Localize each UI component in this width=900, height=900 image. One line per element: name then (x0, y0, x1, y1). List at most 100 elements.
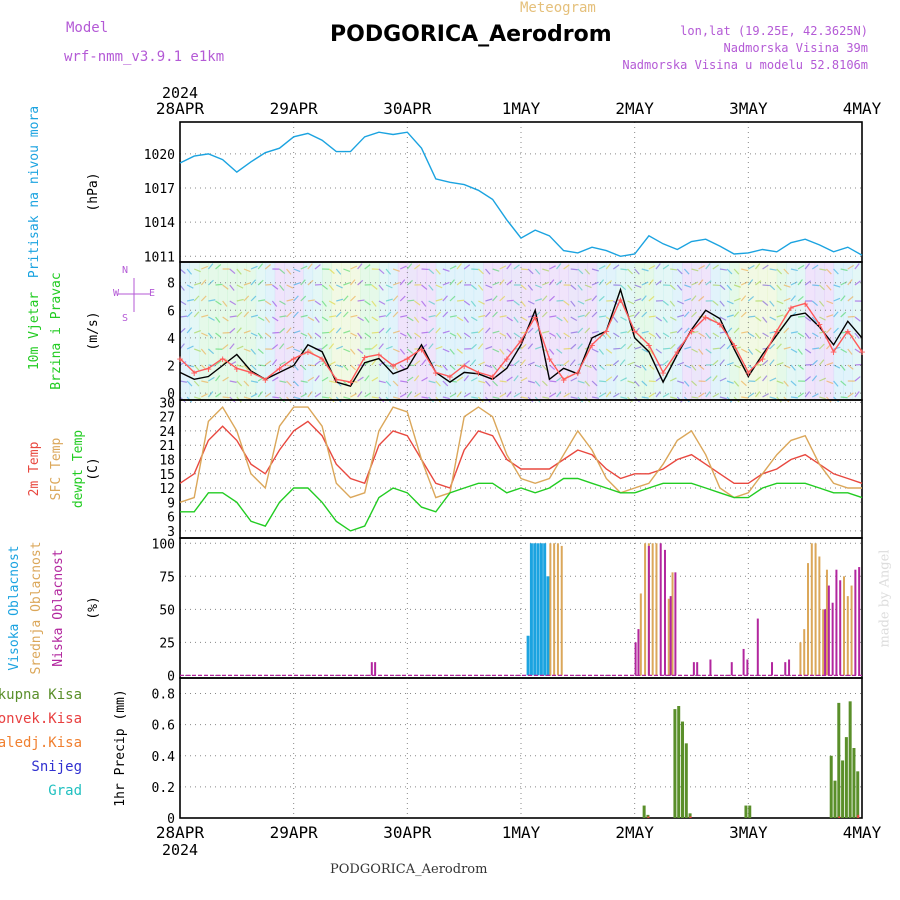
wind-barb (641, 281, 649, 286)
wind-barb (655, 332, 661, 339)
wind-barb (179, 300, 187, 306)
wind-barb (236, 380, 243, 387)
wind-barb (421, 396, 429, 399)
wind-barb (527, 343, 534, 350)
wind-barb (449, 279, 455, 286)
wind-barb (229, 284, 235, 291)
y-tick-label: 75 (159, 570, 175, 585)
wind-barb (811, 332, 819, 338)
wind-barb-band (312, 263, 323, 399)
wind-barb (811, 264, 819, 270)
wind-barb (272, 376, 279, 382)
wind-barb (769, 316, 777, 321)
y-tick-label: 21 (159, 439, 175, 454)
wind-barb (200, 295, 207, 302)
wind-barb (541, 295, 548, 302)
wind-barb (740, 295, 747, 302)
wind-barb (236, 311, 243, 318)
x-tick-label-bottom: 1MAY (502, 823, 541, 842)
wind-barb (726, 380, 734, 384)
wind-barb (847, 364, 854, 370)
mid_cloud-bar (667, 598, 670, 676)
wind-barb-band (180, 263, 190, 399)
x-tick-label-top: 1MAY (502, 99, 541, 118)
wind-barb (520, 377, 528, 382)
wind-barb (506, 376, 513, 382)
wind-barb (186, 327, 193, 334)
wind-barb (598, 348, 605, 355)
wind-barb (577, 300, 585, 305)
wind-barb (257, 316, 265, 322)
wind-barb (762, 284, 770, 287)
wind-barb (662, 392, 670, 398)
wind-barb (271, 300, 278, 307)
wind-barb (513, 375, 519, 382)
wind-barb (662, 264, 670, 270)
wind-barb (457, 299, 465, 302)
wind-barb (193, 295, 200, 302)
wind-barb (485, 327, 491, 334)
wind-barb (520, 268, 529, 271)
wind-barb (570, 396, 578, 400)
wind-barb (314, 300, 322, 306)
wind-barb (243, 364, 250, 371)
y-tick-label: 8 (167, 277, 175, 292)
wind-barb (194, 282, 202, 286)
wind-barb (449, 348, 455, 355)
wind-barb (719, 359, 725, 366)
dewpoint-line (180, 477, 863, 532)
wind-barb (641, 268, 649, 272)
wind-barb (819, 377, 827, 382)
precip-legend-label: Konvek.Kisa (0, 711, 82, 727)
wind-barb (548, 279, 555, 286)
wind-barb (413, 375, 420, 382)
wind-barb (293, 330, 301, 334)
wind-barb (648, 295, 655, 302)
wind-barb (705, 332, 711, 339)
wind-barb (804, 376, 811, 382)
gust-marker: + (404, 353, 411, 366)
wind-barb (456, 279, 463, 286)
wind-barb (762, 393, 769, 398)
wind-barb (549, 380, 557, 383)
wind-barb (535, 298, 543, 302)
wind-barb (733, 380, 740, 387)
wind-barb (549, 392, 556, 398)
total_precip-bar (688, 813, 692, 818)
wind-barb (364, 392, 371, 398)
y-unit-label: (m/s) (86, 311, 101, 350)
wind-barb (833, 268, 839, 275)
wind-barb (755, 316, 762, 322)
wind-barb (612, 375, 619, 382)
wind-barb (471, 268, 479, 271)
wind-barb (733, 297, 741, 302)
low_cloud-bar (709, 659, 712, 676)
wind-barb (243, 396, 251, 400)
wind-barb (783, 268, 790, 275)
wind-barb (776, 343, 782, 350)
wind-barb (293, 396, 301, 400)
wind-barb (549, 315, 557, 318)
wind-barb (683, 327, 690, 334)
wind-barb (641, 364, 647, 371)
wind-barb (570, 300, 576, 307)
wind-barb (399, 279, 406, 286)
wind-barb (492, 380, 498, 387)
wind-barb (201, 380, 209, 384)
total_precip-bar (841, 760, 845, 818)
wind-barb (243, 282, 251, 286)
wind-barb-band (587, 263, 598, 399)
wind-barb (492, 295, 498, 302)
wind-barb (741, 331, 749, 334)
gust-marker: + (177, 353, 184, 366)
wind-barb (314, 392, 322, 398)
wind-barb (627, 268, 633, 275)
wind-barb (463, 332, 471, 338)
wind-barb (598, 392, 606, 398)
gust-marker: + (674, 346, 681, 359)
x-tick-label-bottom: 4MAY (843, 823, 882, 842)
panel-label: dewpt Temp (71, 430, 86, 508)
wind-barb (236, 268, 242, 275)
gust-marker: + (589, 339, 596, 352)
wind-barb (392, 281, 400, 286)
